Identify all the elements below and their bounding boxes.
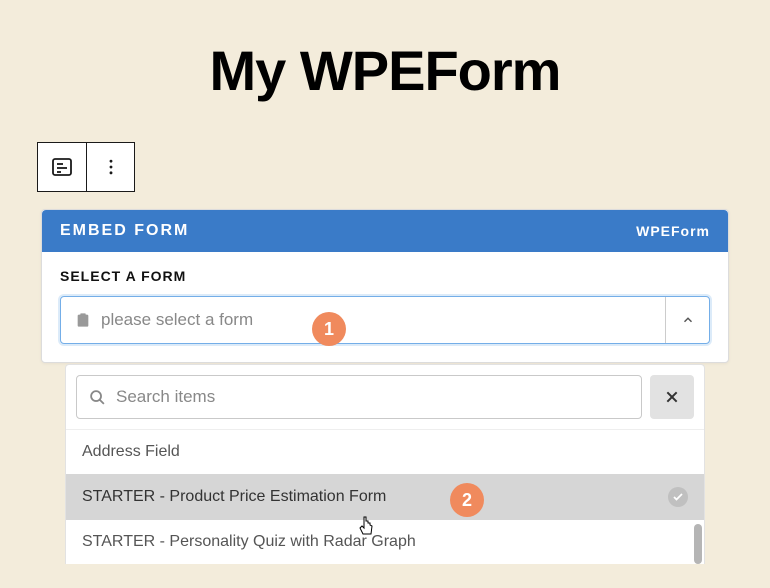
dropdown-option[interactable]: STARTER - Product Price Estimation Form bbox=[66, 474, 704, 520]
dots-vertical-icon bbox=[101, 157, 121, 177]
more-options-button[interactable] bbox=[86, 143, 134, 191]
annotation-badge-1: 1 bbox=[312, 312, 346, 346]
search-box[interactable] bbox=[76, 375, 642, 419]
select-toggle[interactable] bbox=[665, 297, 709, 343]
embed-form-panel: EMBED FORM WPEForm SELECT A FORM please … bbox=[41, 209, 729, 363]
dropdown-option[interactable]: Address Field bbox=[66, 430, 704, 474]
form-select-dropdown: Address Field STARTER - Product Price Es… bbox=[65, 364, 705, 564]
panel-header: EMBED FORM WPEForm bbox=[42, 210, 728, 252]
option-label: STARTER - Product Price Estimation Form bbox=[82, 488, 386, 506]
block-toolbar bbox=[37, 142, 135, 192]
close-icon bbox=[664, 389, 680, 405]
field-label: SELECT A FORM bbox=[60, 268, 710, 284]
select-placeholder: please select a form bbox=[101, 310, 253, 330]
option-label: Address Field bbox=[82, 443, 180, 461]
form-select-main[interactable]: please select a form bbox=[61, 297, 665, 343]
form-block-button[interactable] bbox=[38, 143, 86, 191]
chevron-up-icon bbox=[681, 313, 695, 327]
page-title: My WPEForm bbox=[0, 38, 770, 103]
close-dropdown-button[interactable] bbox=[650, 375, 694, 419]
check-icon bbox=[668, 487, 688, 507]
panel-header-brand: WPEForm bbox=[636, 223, 710, 239]
search-input[interactable] bbox=[116, 387, 629, 407]
annotation-badge-2: 2 bbox=[450, 483, 484, 517]
form-block-icon bbox=[50, 155, 74, 179]
search-icon bbox=[89, 389, 106, 406]
clipboard-icon bbox=[75, 311, 91, 329]
dropdown-options: Address Field STARTER - Product Price Es… bbox=[66, 429, 704, 564]
dropdown-option[interactable]: STARTER - Personality Quiz with Radar Gr… bbox=[66, 520, 704, 564]
scrollbar-thumb[interactable] bbox=[694, 524, 702, 564]
form-select[interactable]: please select a form bbox=[60, 296, 710, 344]
panel-body: SELECT A FORM please select a form bbox=[42, 252, 728, 362]
panel-header-title: EMBED FORM bbox=[60, 222, 189, 240]
dropdown-search-row bbox=[66, 365, 704, 429]
option-label: STARTER - Personality Quiz with Radar Gr… bbox=[82, 533, 416, 551]
